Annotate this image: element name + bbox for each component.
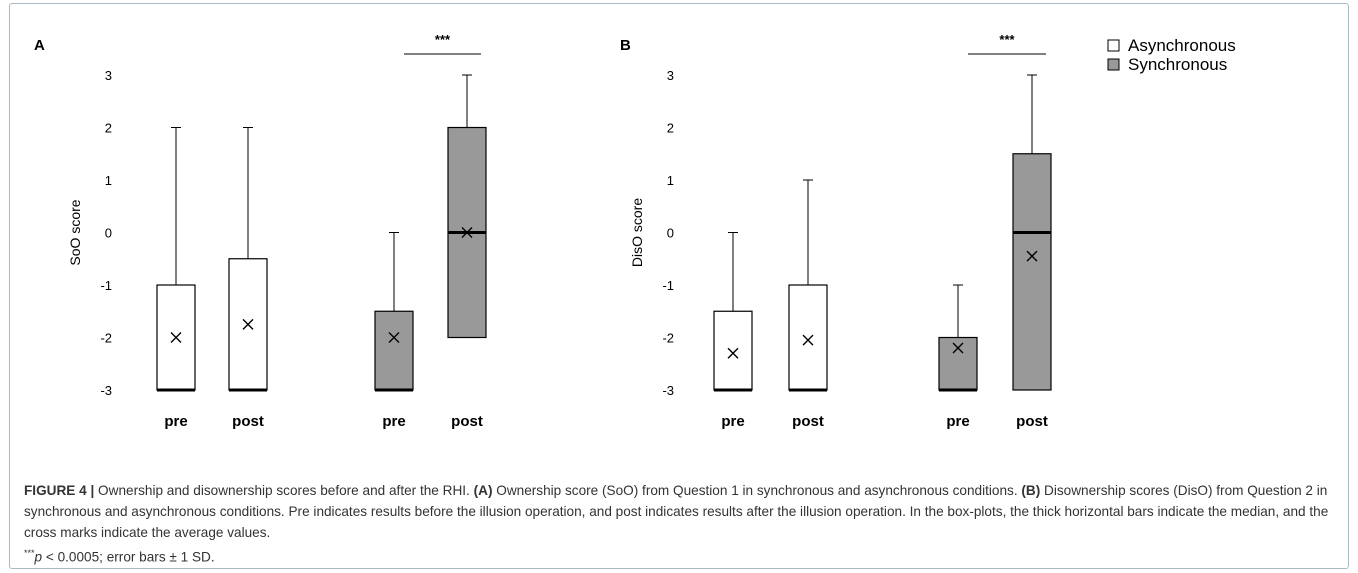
- legend-swatch: [1107, 58, 1120, 71]
- y-tick-label: 2: [667, 121, 674, 136]
- mean-cross: [242, 318, 254, 330]
- mean-cross: [461, 227, 473, 238]
- mean-cross: [727, 347, 739, 359]
- x-tick-label: post: [451, 413, 483, 430]
- panel-letter: B: [620, 37, 631, 54]
- mean-cross: [388, 332, 400, 343]
- x-tick-label: pre: [164, 413, 187, 430]
- mean-cross: [1026, 250, 1038, 262]
- panel-a: A SoO score 3 2 1 0 -1 -2 -3 pre post pre post ***: [34, 32, 487, 430]
- y-tick-label: 2: [105, 121, 112, 136]
- panel-b: B DisO score 3 2 1 0 -1 -2 -3 pre post pre post ***: [620, 32, 1052, 430]
- y-axis-label: SoO score: [67, 199, 83, 265]
- y-tick-label: -1: [662, 278, 674, 293]
- caption-a-ref: (A): [473, 483, 493, 498]
- y-tick-label: 1: [667, 173, 674, 188]
- y-tick-label: -3: [100, 383, 112, 398]
- significance-stars: ***: [435, 32, 451, 47]
- y-tick-label: -2: [100, 331, 112, 346]
- figure-chart: A SoO score 3 2 1 0 -1 -2 -3 pre post pre post *** B D…: [34, 32, 1236, 430]
- x-tick-label: pre: [721, 413, 744, 430]
- caption-text-2: Ownership score (SoO) from Question 1 in…: [492, 483, 1022, 498]
- mean-cross: [802, 334, 814, 346]
- y-tick-label: -1: [100, 278, 112, 293]
- x-tick-label: pre: [946, 413, 969, 430]
- y-tick-label: -2: [662, 331, 674, 346]
- box: [938, 336, 978, 391]
- x-tick-label: post: [232, 413, 264, 430]
- caption-text-1: Ownership and disownership scores before…: [94, 483, 474, 498]
- box: [374, 310, 414, 391]
- mean-cross: [952, 342, 964, 354]
- mean-cross: [170, 332, 182, 343]
- y-tick-label: 0: [105, 226, 112, 241]
- caption-text-4: < 0.0005; error bars ± 1 SD.: [42, 549, 215, 565]
- y-tick-label: 1: [105, 173, 112, 188]
- caption-b-ref: (B): [1021, 483, 1041, 498]
- caption-stars: ***: [24, 548, 35, 558]
- box: [788, 284, 828, 391]
- significance-stars: ***: [999, 32, 1015, 47]
- figure-caption: FIGURE 4 | Ownership and disownership sc…: [24, 480, 1342, 568]
- box: [713, 310, 753, 391]
- x-tick-label: post: [792, 413, 824, 430]
- panel-letter: A: [34, 37, 45, 54]
- y-tick-label: -3: [662, 383, 674, 398]
- legend-swatch: [1107, 39, 1120, 52]
- x-tick-label: post: [1016, 413, 1048, 430]
- legend-label: Synchronous: [1128, 55, 1227, 74]
- caption-p: p: [34, 549, 43, 565]
- x-tick-label: pre: [382, 413, 405, 430]
- box: [1012, 153, 1052, 391]
- y-tick-label: 3: [105, 68, 112, 83]
- legend-label: Asynchronous: [1128, 36, 1236, 55]
- caption-figure-label: FIGURE 4 |: [24, 483, 95, 498]
- caption-text-3: Disownership scores (DisO) from Question…: [24, 483, 1329, 540]
- y-tick-label: 0: [667, 226, 674, 241]
- y-axis-label: DisO score: [629, 198, 645, 267]
- y-tick-label: 3: [667, 68, 674, 83]
